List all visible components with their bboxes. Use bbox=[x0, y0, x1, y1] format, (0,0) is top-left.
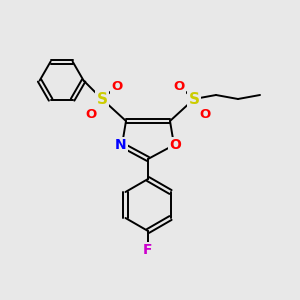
Text: O: O bbox=[85, 107, 97, 121]
Text: O: O bbox=[169, 138, 181, 152]
Text: N: N bbox=[115, 138, 127, 152]
Text: O: O bbox=[111, 80, 123, 92]
Text: O: O bbox=[200, 107, 211, 121]
Text: S: S bbox=[97, 92, 107, 106]
Text: F: F bbox=[143, 243, 153, 257]
Text: S: S bbox=[188, 92, 200, 106]
Text: O: O bbox=[173, 80, 184, 92]
